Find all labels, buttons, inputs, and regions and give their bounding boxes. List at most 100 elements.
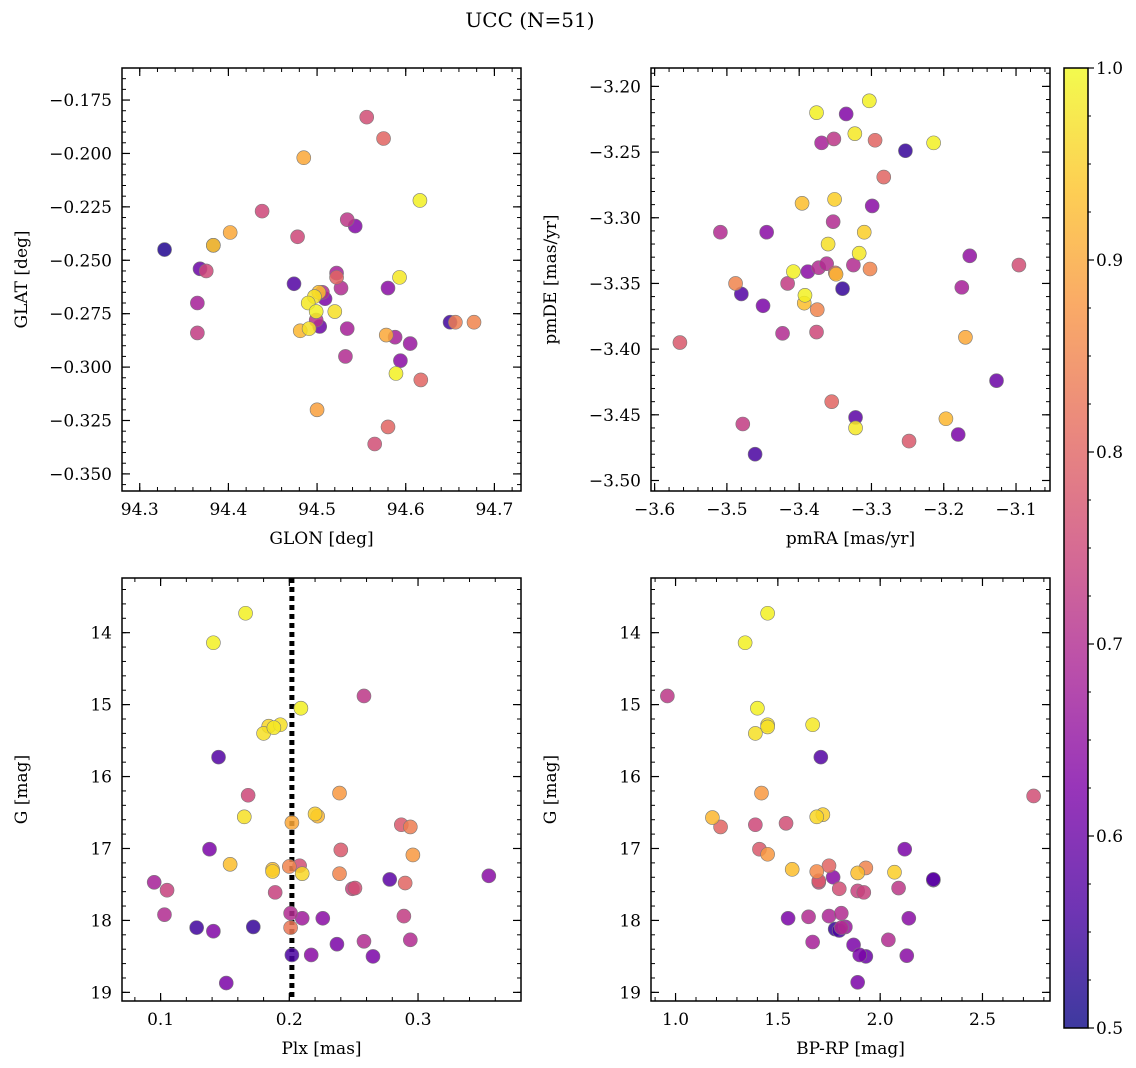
colorbar-tick-label: 0.6 [1096, 827, 1123, 847]
scatter-point [448, 314, 463, 330]
scatter-point [801, 909, 816, 925]
scatter-point [254, 203, 270, 219]
scatter-point [897, 841, 913, 857]
scatter-point [327, 304, 343, 319]
scatter-point [713, 224, 728, 240]
scatter-points [146, 605, 497, 991]
scatter-point [780, 276, 795, 291]
scatter-point [301, 321, 317, 336]
scatter-point [218, 975, 234, 991]
scatter-point [784, 862, 800, 877]
scatter-points [157, 109, 482, 452]
scatter-point [901, 910, 917, 926]
minor-ticks [122, 578, 522, 1001]
scatter-point [780, 910, 796, 926]
scatter-point [378, 327, 394, 343]
scatter-point [266, 720, 282, 735]
scatter-point [190, 325, 205, 341]
scatter-point [778, 816, 794, 831]
y-tick-label: −3.50 [589, 471, 641, 491]
x-tick-label: 94.4 [209, 500, 247, 520]
x-tick-label: −3.4 [779, 500, 820, 520]
x-tick-label: 0.1 [147, 1010, 174, 1030]
scatter-point [157, 907, 172, 922]
scatter-point [833, 905, 849, 921]
x-tick-label: 94.5 [298, 500, 336, 520]
y-tick-label: −0.275 [49, 305, 112, 325]
y-tick-label: 18 [90, 911, 112, 931]
scatter-point [876, 169, 892, 185]
scatter-point [380, 280, 396, 296]
scatter-point [861, 93, 877, 109]
scatter-point [705, 810, 720, 825]
scatter-point [805, 934, 820, 950]
scatter-point [146, 875, 162, 890]
colorbar-tick-label: 0.9 [1096, 251, 1123, 271]
figure-title: UCC (N=51) [465, 8, 594, 32]
colorbar-gradient [1064, 68, 1088, 1028]
x-tick-label: 1.5 [764, 1010, 791, 1030]
y-tick-label: 16 [90, 768, 112, 788]
y-tick-label: 14 [619, 624, 641, 644]
scatter-point [821, 858, 837, 874]
y-tick-label: −0.175 [49, 91, 112, 111]
colorbar-tick-label: 0.5 [1096, 1019, 1123, 1039]
scatter-point [824, 394, 840, 409]
panel-plx-g: 0.1 0.2 0.3 14 15 16 17 18 19 Plx [mas] G [mag] [12, 577, 522, 1059]
scatter-point [396, 908, 412, 924]
scatter-point [848, 420, 863, 436]
scatter-point [750, 700, 765, 716]
scatter-point [267, 885, 283, 900]
x-tick-label: −3.6 [634, 500, 675, 520]
scatter-point [283, 905, 298, 921]
scatter-point [159, 882, 175, 898]
scatter-point [760, 605, 775, 621]
x-tick-label: −3.5 [706, 500, 747, 520]
scatter-point [367, 436, 383, 452]
y-axis-label: GLAT [deg] [12, 230, 32, 328]
minor-ticks [651, 578, 1050, 1001]
scatter-point [347, 880, 363, 896]
scatter-point [809, 809, 825, 825]
scatter-point [236, 809, 252, 825]
scatter-point [938, 411, 954, 427]
scatter-point [747, 446, 763, 462]
scatter-point [206, 923, 221, 939]
scatter-point [189, 920, 204, 935]
colorbar-tick-label: 0.7 [1096, 635, 1123, 655]
scatter-point [809, 324, 824, 340]
scatter-point [821, 908, 837, 924]
panel-glon-glat: 94.3 94.4 94.5 94.6 94.7 −0.175 −0.200 −0.225 −0… [12, 67, 522, 549]
y-tick-label: −3.40 [589, 340, 641, 360]
axes-frame [121, 67, 522, 492]
scatter-point [403, 932, 418, 948]
scatter-point [265, 864, 280, 879]
scatter-point [814, 135, 829, 151]
scatter-point [672, 335, 688, 350]
scatter-point [926, 872, 941, 887]
colorbar-tick-label: 1.0 [1096, 59, 1123, 79]
scatter-point [211, 749, 226, 765]
scatter-point [958, 330, 973, 345]
scatter-point [392, 270, 407, 285]
scatter-point [380, 419, 396, 435]
scatter-point [222, 225, 238, 240]
scatter-point [303, 947, 319, 963]
x-tick-label: 1.0 [662, 1010, 689, 1030]
scatter-point [333, 842, 349, 858]
scatter-point [759, 224, 774, 240]
scatter-point [737, 635, 753, 651]
y-tick-label: 17 [619, 839, 641, 859]
scatter-point [359, 109, 375, 125]
scatter-point [284, 947, 300, 963]
scatter-point [413, 372, 429, 388]
panel-pmra-pmde: −3.6 −3.5 −3.4 −3.3 −3.2 −3.1 −3.20 −3.25 −3.30 −… [541, 67, 1051, 549]
scatter-point [887, 864, 902, 880]
scatter-point [356, 933, 372, 949]
scatter-point [827, 192, 842, 207]
scatter-point [813, 749, 829, 765]
scatter-point [1011, 257, 1027, 273]
scatter-point [206, 635, 221, 651]
y-tick-label: −3.45 [589, 406, 641, 426]
